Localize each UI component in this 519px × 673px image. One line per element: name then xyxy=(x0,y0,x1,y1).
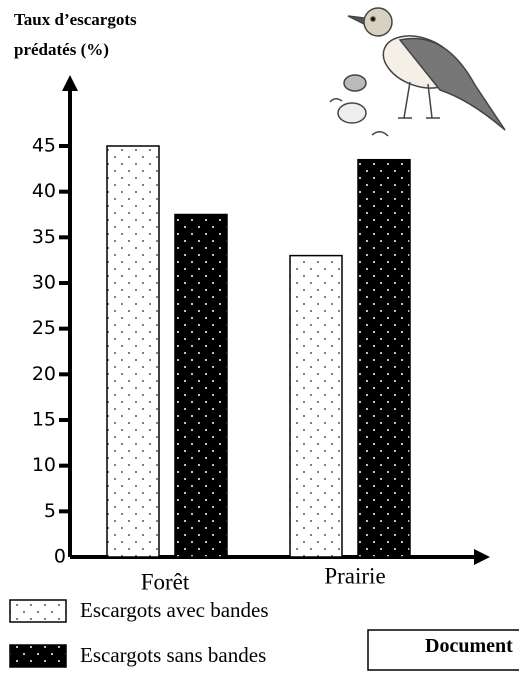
bar xyxy=(106,145,160,558)
y-tick-label: 35 xyxy=(32,226,56,248)
x-axis-arrow xyxy=(474,549,490,565)
document-label: Document 1 xyxy=(425,635,519,657)
y-tick-label: 20 xyxy=(32,363,56,385)
y-tick-label: 0 xyxy=(54,546,66,568)
legend-label: Escargots sans bandes xyxy=(80,643,266,667)
bar xyxy=(174,213,228,558)
bar xyxy=(289,254,343,558)
legend-swatch xyxy=(9,644,67,668)
y-tick-label: 45 xyxy=(32,135,56,157)
x-tick-label: Forêt xyxy=(141,569,190,594)
y-axis-title: Taux d’escargots xyxy=(14,10,137,29)
bar xyxy=(357,158,411,558)
document-box xyxy=(367,629,519,671)
y-tick-label: 25 xyxy=(32,317,56,339)
legend-label: Escargots avec bandes xyxy=(80,598,269,622)
y-tick-label: 5 xyxy=(44,500,56,522)
y-tick-label: 30 xyxy=(32,272,56,294)
legend-swatch xyxy=(9,599,67,623)
y-axis-title: prédatés (%) xyxy=(14,40,109,59)
y-tick-label: 10 xyxy=(32,454,56,476)
y-tick-label: 40 xyxy=(32,180,56,202)
x-tick-label: Prairie xyxy=(324,563,385,588)
y-tick-label: 15 xyxy=(32,409,56,431)
bird-illustration xyxy=(329,7,506,137)
y-axis-arrow xyxy=(62,75,78,91)
